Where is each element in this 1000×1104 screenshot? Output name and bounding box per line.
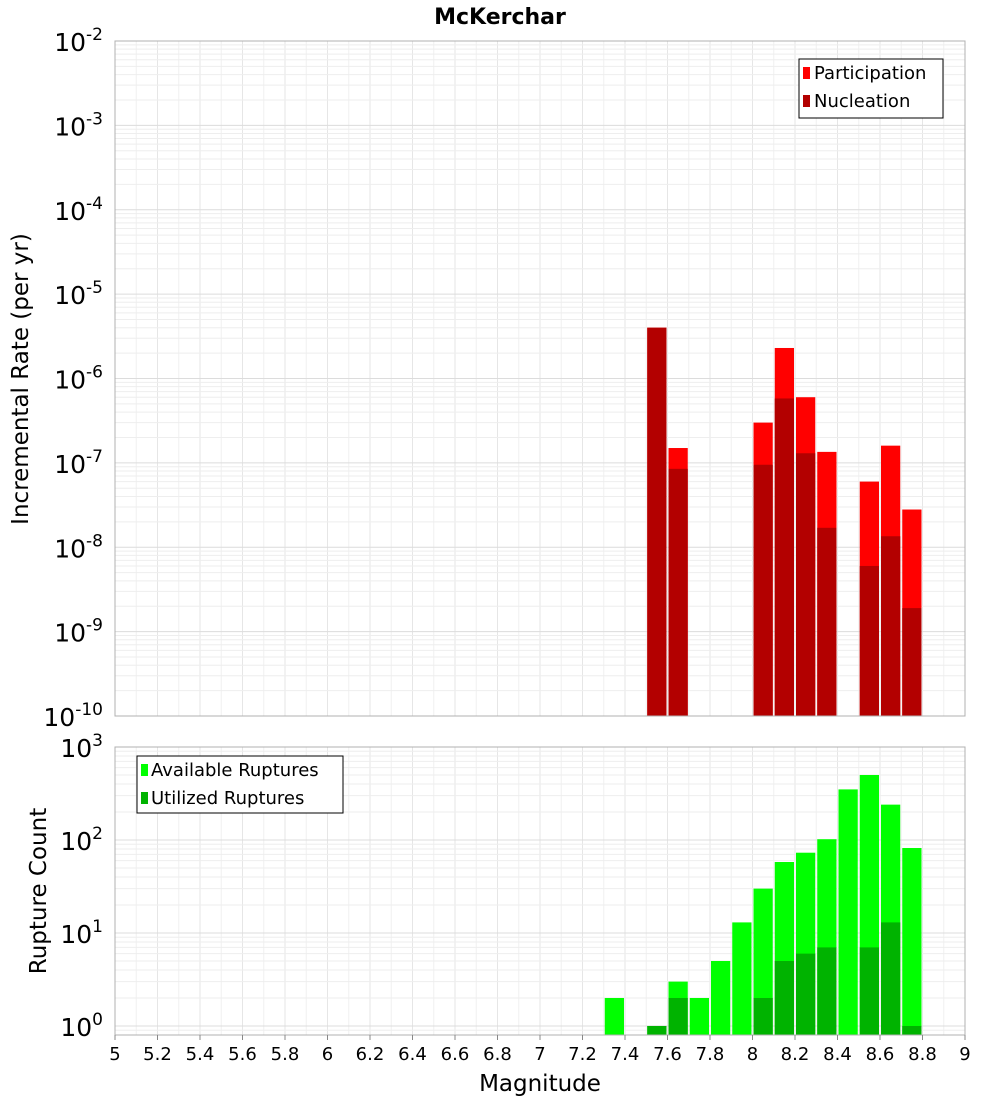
count-panel: 100 101 102 103 5 5.2 5.4 5.6 5.8 6 6.2 6.4 6.6 6.8 7…: [26, 731, 971, 1097]
count-y-axis-label: Rupture Count: [26, 808, 52, 974]
rate-y-tick-label: 10-5: [54, 278, 103, 310]
nucleation-bar: [902, 608, 922, 716]
available-ruptures-bar: [902, 848, 922, 1035]
count-legend: Available Ruptures Utilized Ruptures: [136, 755, 344, 814]
utilized-ruptures-bar: [902, 1025, 922, 1035]
legend-swatch-utilized: [141, 792, 148, 804]
rate-y-tick-label: 10-7: [54, 447, 103, 479]
x-tick-label: 7.4: [611, 1044, 640, 1065]
x-tick-label: 7.8: [696, 1044, 725, 1065]
rate-grid: [114, 41, 966, 717]
rate-panel: 10-10 10-9 10-8 10-7 10-6 10-5 10-4 10-3 10-2 In…: [8, 25, 966, 732]
available-ruptures-bar: [604, 997, 624, 1035]
legend-label-utilized: Utilized Ruptures: [151, 788, 304, 809]
count-y-tick-label: 103: [60, 731, 103, 763]
available-ruptures-bar: [689, 997, 709, 1035]
legend-label-nucleation: Nucleation: [814, 91, 910, 112]
legend-swatch-available: [141, 764, 148, 776]
x-tick-label: 6.4: [398, 1044, 427, 1065]
rate-y-tick-label: 10-10: [43, 700, 103, 732]
rate-plot-frame: [114, 40, 966, 717]
x-tick-label: 5.6: [228, 1044, 257, 1065]
rate-y-tick-label: 10-4: [54, 194, 103, 226]
nucleation-bars: [647, 327, 922, 716]
rate-y-tick-label: 10-3: [54, 109, 103, 141]
nucleation-bar: [647, 327, 667, 716]
x-axis-label: Magnitude: [479, 1071, 601, 1097]
nucleation-bar: [753, 464, 773, 716]
utilized-ruptures-bar: [796, 953, 816, 1035]
x-tick-label: 8.4: [823, 1044, 852, 1065]
utilized-ruptures-bar: [881, 922, 901, 1035]
x-tick-label: 6.6: [441, 1044, 470, 1065]
rate-legend: Participation Nucleation: [798, 58, 944, 119]
x-tick-label: 7: [534, 1044, 545, 1065]
rate-y-tick-label: 10-8: [54, 531, 103, 563]
x-tick-label: 5.2: [143, 1044, 172, 1065]
utilized-ruptures-bar: [859, 947, 879, 1035]
count-grid: [114, 747, 966, 1036]
utilized-ruptures-bar: [753, 997, 773, 1035]
utilized-ruptures-bar: [647, 1025, 667, 1035]
rate-y-tick-labels: 10-10 10-9 10-8 10-7 10-6 10-5 10-4 10-3 10-2: [43, 25, 103, 732]
x-tick-label: 5.8: [271, 1044, 300, 1065]
count-y-tick-label: 102: [60, 824, 103, 856]
x-tick-label: 6.8: [483, 1044, 512, 1065]
x-tick-label: 7.6: [653, 1044, 682, 1065]
x-tick-label: 8.8: [908, 1044, 937, 1065]
utilized-ruptures-bar: [668, 997, 688, 1035]
x-tick-label: 8.2: [781, 1044, 810, 1065]
x-tick-label: 9: [959, 1044, 970, 1065]
rate-y-tick-label: 10-2: [54, 25, 103, 57]
nucleation-bar: [796, 453, 816, 716]
x-tick-labels: 5 5.2 5.4 5.6 5.8 6 6.2 6.4 6.6 6.8 7 7.2 7.4 7.6 7.8 8…: [109, 1035, 971, 1065]
legend-swatch-participation: [803, 67, 810, 79]
x-tick-label: 5.4: [186, 1044, 215, 1065]
count-y-tick-labels: 100 101 102 103: [60, 731, 103, 1042]
x-tick-label: 5: [109, 1044, 120, 1065]
x-tick-label: 6.2: [356, 1044, 385, 1065]
nucleation-bar: [817, 527, 837, 716]
x-tick-label: 8: [747, 1044, 758, 1065]
available-ruptures-bar: [732, 922, 752, 1035]
count-y-tick-label: 100: [60, 1010, 103, 1042]
available-ruptures-bar: [838, 789, 858, 1035]
rate-y-tick-label: 10-6: [54, 363, 103, 395]
available-ruptures-bar: [711, 960, 731, 1035]
nucleation-bar: [774, 398, 794, 716]
rate-y-tick-label: 10-9: [54, 616, 103, 648]
utilized-ruptures-bar: [774, 960, 794, 1035]
legend-label-available: Available Ruptures: [151, 760, 319, 781]
rate-legend-box: [798, 58, 944, 119]
nucleation-bar: [881, 536, 901, 716]
x-tick-label: 8.6: [866, 1044, 895, 1065]
nucleation-bar: [859, 565, 879, 716]
utilized-ruptures-bar: [817, 947, 837, 1035]
legend-swatch-nucleation: [803, 95, 810, 107]
rate-y-axis-label: Incremental Rate (per yr): [8, 233, 34, 525]
x-tick-label: 7.2: [568, 1044, 597, 1065]
count-y-tick-label: 101: [60, 917, 103, 949]
nucleation-bar: [668, 468, 688, 716]
x-tick-label: 6: [322, 1044, 333, 1065]
count-legend-box: [136, 755, 344, 814]
chart-title: McKerchar: [434, 5, 566, 30]
utilized-ruptures-bars: [647, 922, 922, 1035]
legend-label-participation: Participation: [814, 63, 926, 84]
